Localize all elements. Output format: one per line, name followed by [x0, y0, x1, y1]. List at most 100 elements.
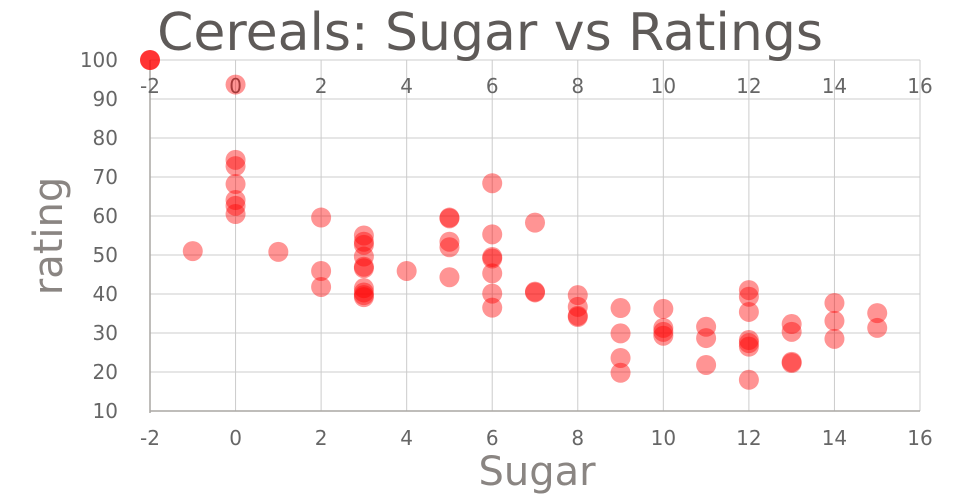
data-point	[610, 323, 631, 344]
data-point	[482, 248, 503, 269]
data-point	[439, 231, 460, 252]
x-tick-label: 12	[736, 426, 761, 450]
data-point	[482, 224, 503, 245]
data-point	[353, 287, 374, 308]
y-tick-label: 30	[93, 321, 118, 345]
data-point	[353, 231, 374, 252]
y-tick-label: 20	[93, 360, 118, 384]
chart-title: Cereals: Sugar vs Ratings	[157, 3, 823, 63]
data-point	[738, 280, 759, 301]
data-point	[738, 336, 759, 357]
data-point	[353, 285, 374, 306]
x-tick-label-top: -2	[140, 74, 160, 98]
data-points	[140, 50, 888, 390]
data-point	[225, 74, 246, 95]
data-point	[439, 237, 460, 258]
data-point	[225, 174, 246, 195]
data-point	[781, 353, 802, 374]
data-point	[439, 208, 460, 229]
x-tick-label-top: 2	[315, 74, 328, 98]
x-tick-label-top: 4	[400, 74, 413, 98]
data-point	[738, 330, 759, 351]
x-tick-label-top: 16	[907, 74, 932, 98]
data-point	[353, 246, 374, 267]
data-point	[696, 354, 717, 375]
data-point	[567, 307, 588, 328]
data-point	[525, 282, 545, 303]
y-tick-label: 10	[93, 399, 118, 423]
data-point	[610, 298, 631, 319]
x-tick-label-top: 8	[571, 74, 584, 98]
x-tick-label: 10	[651, 426, 676, 450]
y-tick-label: 100	[80, 48, 118, 72]
data-point	[781, 314, 802, 335]
data-point	[482, 263, 503, 284]
data-point	[824, 328, 845, 349]
data-point	[439, 207, 460, 228]
x-tick-label: 14	[822, 426, 847, 450]
data-point	[482, 297, 503, 318]
data-point	[353, 234, 374, 255]
data-point	[225, 149, 246, 170]
data-point	[268, 241, 289, 262]
y-tick-label: 70	[93, 165, 118, 189]
data-point	[482, 246, 503, 267]
data-point	[353, 225, 374, 246]
data-point	[781, 351, 802, 372]
x-tick-label-top: 14	[822, 74, 847, 98]
data-point	[610, 347, 631, 368]
x-axis-label: Sugar	[478, 449, 596, 495]
data-point	[653, 317, 674, 338]
x-tick-label: 2	[315, 426, 328, 450]
x-tick-labels-top: -2 0 2 4 6 8 10 12 14 16	[140, 74, 933, 98]
data-point	[353, 256, 374, 277]
data-point	[439, 267, 460, 288]
x-tick-label-top: 0	[229, 74, 242, 98]
data-point	[353, 278, 374, 299]
data-point	[867, 317, 888, 338]
marker-point	[140, 50, 160, 70]
x-tick-label-top: 12	[736, 74, 761, 98]
x-tick-label: 6	[486, 426, 499, 450]
data-point	[396, 260, 417, 281]
data-point	[653, 298, 674, 319]
data-point	[653, 321, 674, 342]
data-point	[353, 282, 374, 303]
data-point	[696, 316, 717, 337]
y-tick-label: 50	[93, 243, 118, 267]
data-point	[482, 173, 503, 194]
data-point	[653, 325, 674, 346]
data-point	[696, 328, 717, 349]
data-point	[738, 333, 759, 354]
data-point	[353, 258, 374, 279]
data-point	[738, 286, 759, 307]
data-point	[311, 207, 332, 228]
data-point	[738, 369, 759, 390]
data-point	[567, 296, 588, 317]
y-tick-label: 80	[93, 126, 118, 150]
y-tick-label: 40	[93, 282, 118, 306]
data-point	[225, 190, 246, 211]
x-tick-label: 16	[907, 426, 932, 450]
x-tick-label-top: 10	[651, 74, 676, 98]
data-point	[567, 285, 588, 306]
data-point	[525, 212, 545, 233]
x-tick-label: -2	[140, 426, 160, 450]
grid	[149, 59, 921, 413]
y-axis-label: rating	[26, 177, 72, 296]
data-point	[824, 292, 845, 313]
y-tick-label: 90	[93, 87, 118, 111]
y-tick-label: 60	[93, 204, 118, 228]
data-point	[867, 303, 888, 324]
data-point	[482, 283, 503, 304]
y-tick-labels: 10 20 30 40 50 60 70 80 90 100	[80, 48, 118, 423]
data-point	[525, 281, 545, 302]
data-point	[781, 321, 802, 342]
x-tick-label: 8	[571, 426, 584, 450]
x-tick-label: 0	[229, 426, 242, 450]
x-tick-label: 4	[400, 426, 413, 450]
data-point	[738, 301, 759, 322]
data-point	[225, 156, 246, 177]
data-point	[824, 310, 845, 331]
